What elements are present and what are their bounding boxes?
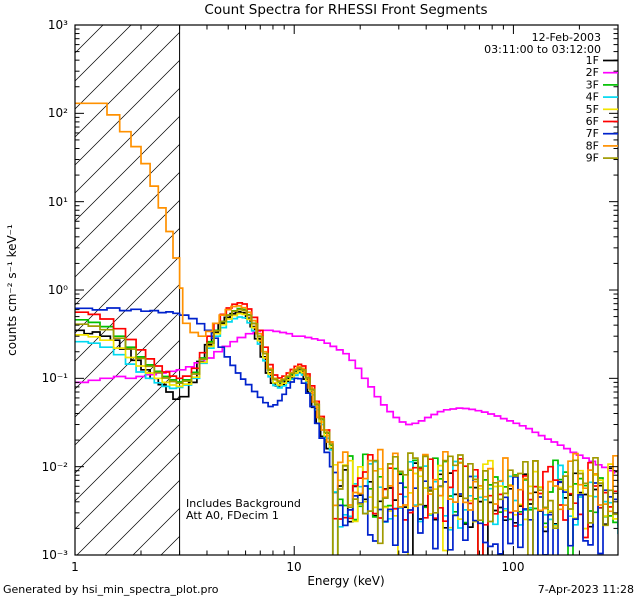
y-tick-label: 10¹ [48, 195, 68, 209]
y-tick-label: 10⁻² [42, 460, 69, 474]
hatch-line [75, 88, 180, 194]
legend-label-1F: 1F [586, 54, 599, 67]
y-tick-label: 10² [48, 106, 68, 120]
hatch-line [75, 424, 180, 530]
y-tick-label: 10⁰ [48, 283, 68, 297]
legend-label-3F: 3F [586, 78, 599, 91]
series-line-9F [75, 308, 618, 555]
hatch-line [104, 480, 180, 555]
legend-label-4F: 4F [586, 91, 599, 104]
hatch-line [75, 172, 180, 278]
y-tick-label: 10⁻³ [42, 548, 69, 562]
y-tick-label: 10³ [48, 18, 68, 32]
y-axis-label: counts cm⁻² s⁻¹ keV⁻¹ [5, 224, 19, 356]
hatch-line [76, 452, 180, 555]
hatch-line [75, 340, 180, 446]
x-tick-label: 10 [286, 560, 301, 574]
hatched-region [75, 25, 181, 555]
legend-label-9F: 9F [586, 152, 599, 165]
legend-label-8F: 8F [586, 139, 599, 152]
chart-title: Count Spectra for RHESSI Front Segments [204, 2, 487, 18]
note-attenuator-state: Att A0, FDecim 1 [186, 509, 279, 522]
hatch-line [75, 200, 180, 306]
hatch-line [75, 25, 132, 82]
hatch-line [75, 116, 180, 222]
footer-generator-text: Generated by hsi_min_spectra_plot.pro [3, 583, 219, 596]
series-line-6F [75, 302, 618, 555]
series-line-7F [75, 307, 618, 555]
hatch-line [160, 536, 180, 555]
legend-label-5F: 5F [586, 103, 599, 116]
x-axis-label: Energy (keV) [307, 574, 384, 588]
footer-timestamp: 7-Apr-2023 11:28 [538, 583, 634, 596]
hatch-line [75, 25, 104, 54]
hatch-line [75, 60, 180, 166]
hatch-line [75, 284, 180, 390]
x-tick-label: 1 [71, 560, 79, 574]
y-tick-label: 10⁻¹ [42, 371, 69, 385]
hatch-line [132, 508, 180, 555]
hatch-line [75, 144, 180, 250]
spectra-series-layer [75, 102, 618, 555]
series-line-1F [75, 311, 618, 555]
hatch-line [75, 228, 180, 334]
legend-label-2F: 2F [586, 66, 599, 79]
hatch-line [75, 32, 180, 138]
hatch-line [75, 396, 180, 502]
axis-ticks-layer [74, 24, 619, 556]
hatch-line [75, 25, 160, 110]
series-line-2F [75, 329, 616, 474]
legend-label-7F: 7F [586, 127, 599, 140]
observation-time-range: 03:11:00 to 03:12:00 [484, 43, 601, 56]
note-includes-background: Includes Background [186, 497, 301, 510]
observation-date: 12-Feb-2003 [532, 31, 601, 44]
x-tick-label: 100 [502, 560, 525, 574]
hatch-line [75, 25, 76, 26]
legend-label-6F: 6F [586, 115, 599, 128]
